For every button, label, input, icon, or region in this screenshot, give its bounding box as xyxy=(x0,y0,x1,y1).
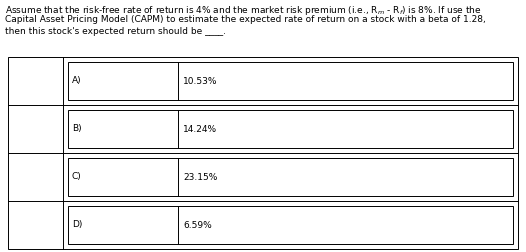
Bar xyxy=(68,62,513,100)
Text: Assume that the risk-free rate of return is 4% and the market risk premium (i.e.: Assume that the risk-free rate of return… xyxy=(5,4,482,17)
Bar xyxy=(8,57,518,249)
Text: C): C) xyxy=(72,173,82,181)
Text: D): D) xyxy=(72,220,83,230)
Bar xyxy=(68,158,513,196)
Bar xyxy=(68,206,513,244)
Text: then this stock's expected return should be ____.: then this stock's expected return should… xyxy=(5,27,226,36)
Text: 23.15%: 23.15% xyxy=(183,173,217,181)
Text: Capital Asset Pricing Model (CAPM) to estimate the expected rate of return on a : Capital Asset Pricing Model (CAPM) to es… xyxy=(5,16,485,24)
Bar xyxy=(68,110,513,148)
Text: B): B) xyxy=(72,124,82,134)
Text: A): A) xyxy=(72,77,82,85)
Text: 14.24%: 14.24% xyxy=(183,124,217,134)
Text: 10.53%: 10.53% xyxy=(183,77,217,85)
Text: 6.59%: 6.59% xyxy=(183,220,212,230)
